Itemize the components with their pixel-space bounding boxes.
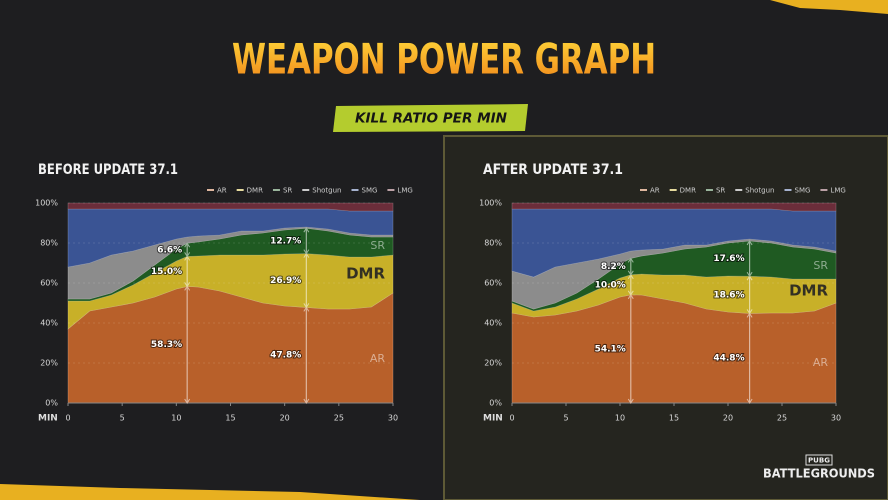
annotation-label: 12.7% (270, 236, 301, 246)
series-inline-label: DMR (346, 265, 385, 283)
x-tick-label: 5 (563, 414, 568, 423)
legend-label: Shotgun (312, 187, 341, 195)
x-tick-label: 30 (388, 414, 398, 423)
subtitle: KILL RATIO PER MIN (355, 112, 507, 127)
x-axis-label: MIN (38, 414, 58, 424)
y-tick-label: 0% (489, 399, 502, 408)
arrowhead (303, 249, 310, 255)
arrowhead (184, 282, 191, 288)
x-tick-label: 25 (777, 414, 787, 423)
annotation-label: 8.2% (601, 262, 626, 272)
annotation-label: 6.6% (157, 245, 182, 255)
annotation-label: 54.1% (595, 344, 626, 354)
paint-strip (0, 484, 420, 500)
annotation-label: 10.0% (595, 280, 626, 290)
x-tick-label: 10 (615, 414, 625, 423)
chart-title: AFTER UPDATE 37.1 (483, 162, 623, 178)
logo-box (805, 454, 833, 466)
logo-brand: PUBG (808, 457, 830, 465)
legend-label: LMG (397, 187, 412, 195)
arrowhead (746, 240, 753, 246)
series-inline-label: DMR (789, 282, 828, 300)
arrowhead (184, 252, 191, 258)
x-tick-label: 15 (669, 414, 679, 423)
y-tick-label: 40% (484, 319, 502, 328)
legend-label: DMR (680, 187, 696, 195)
arrowhead (746, 309, 753, 315)
legend-label: SMG (362, 187, 378, 195)
x-tick-label: 0 (65, 414, 70, 423)
y-tick-label: 0% (45, 399, 58, 408)
title: WEAPON POWER GRAPH (232, 35, 656, 84)
x-axis-label: MIN (483, 414, 503, 424)
y-tick-label: 100% (479, 199, 502, 208)
legend-label: Shotgun (745, 187, 774, 195)
y-tick-label: 80% (40, 239, 58, 248)
series-inline-label: SR (370, 239, 385, 252)
subtitle-box (333, 104, 528, 132)
x-tick-label: 20 (723, 414, 733, 423)
x-tick-label: 10 (171, 414, 181, 423)
legend-label: SMG (795, 187, 811, 195)
arrowhead (627, 270, 634, 276)
arrowhead (303, 227, 310, 233)
legend-label: DMR (247, 187, 263, 195)
arrowhead (627, 398, 634, 404)
annotation-label: 18.6% (713, 290, 744, 300)
x-tick-label: 0 (509, 414, 514, 423)
x-tick-label: 15 (225, 414, 235, 423)
legend-label: SR (716, 187, 725, 195)
arrowhead (746, 271, 753, 278)
annotation-label: 58.3% (151, 340, 182, 350)
y-tick-label: 100% (35, 199, 58, 208)
arrowhead (184, 242, 191, 248)
arrowhead (303, 398, 310, 404)
series-inline-label: AR (813, 356, 829, 369)
y-tick-label: 60% (40, 279, 58, 288)
area (67, 202, 394, 212)
annotation-label: 17.6% (713, 254, 744, 264)
legend-label: LMG (830, 187, 845, 195)
arrowhead (184, 398, 191, 404)
logo-name: BATTLEGROUNDS (763, 467, 875, 481)
legend-label: SR (283, 187, 292, 195)
x-tick-label: 20 (280, 414, 290, 423)
chart-title: BEFORE UPDATE 37.1 (38, 162, 178, 178)
paint-strip (770, 0, 888, 14)
x-tick-label: 30 (831, 414, 841, 423)
legend-label: AR (217, 187, 227, 195)
annotation-label: 15.0% (151, 267, 182, 277)
series-inline-label: AR (370, 352, 386, 365)
y-tick-label: 20% (484, 359, 502, 368)
arrowhead (627, 257, 634, 263)
annotation-label: 44.8% (713, 354, 744, 364)
y-tick-label: 40% (40, 319, 58, 328)
legend-label: AR (650, 187, 660, 195)
y-tick-label: 20% (40, 359, 58, 368)
annotation-label: 26.9% (270, 276, 301, 286)
arrowhead (746, 398, 753, 404)
x-tick-label: 25 (334, 414, 344, 423)
area (511, 202, 837, 212)
arrowhead (303, 303, 310, 309)
y-tick-label: 60% (484, 279, 502, 288)
series-inline-label: SR (813, 259, 828, 272)
y-tick-label: 80% (484, 239, 502, 248)
x-tick-label: 5 (120, 414, 125, 423)
annotation-label: 47.8% (270, 351, 301, 361)
arrowhead (627, 290, 634, 296)
